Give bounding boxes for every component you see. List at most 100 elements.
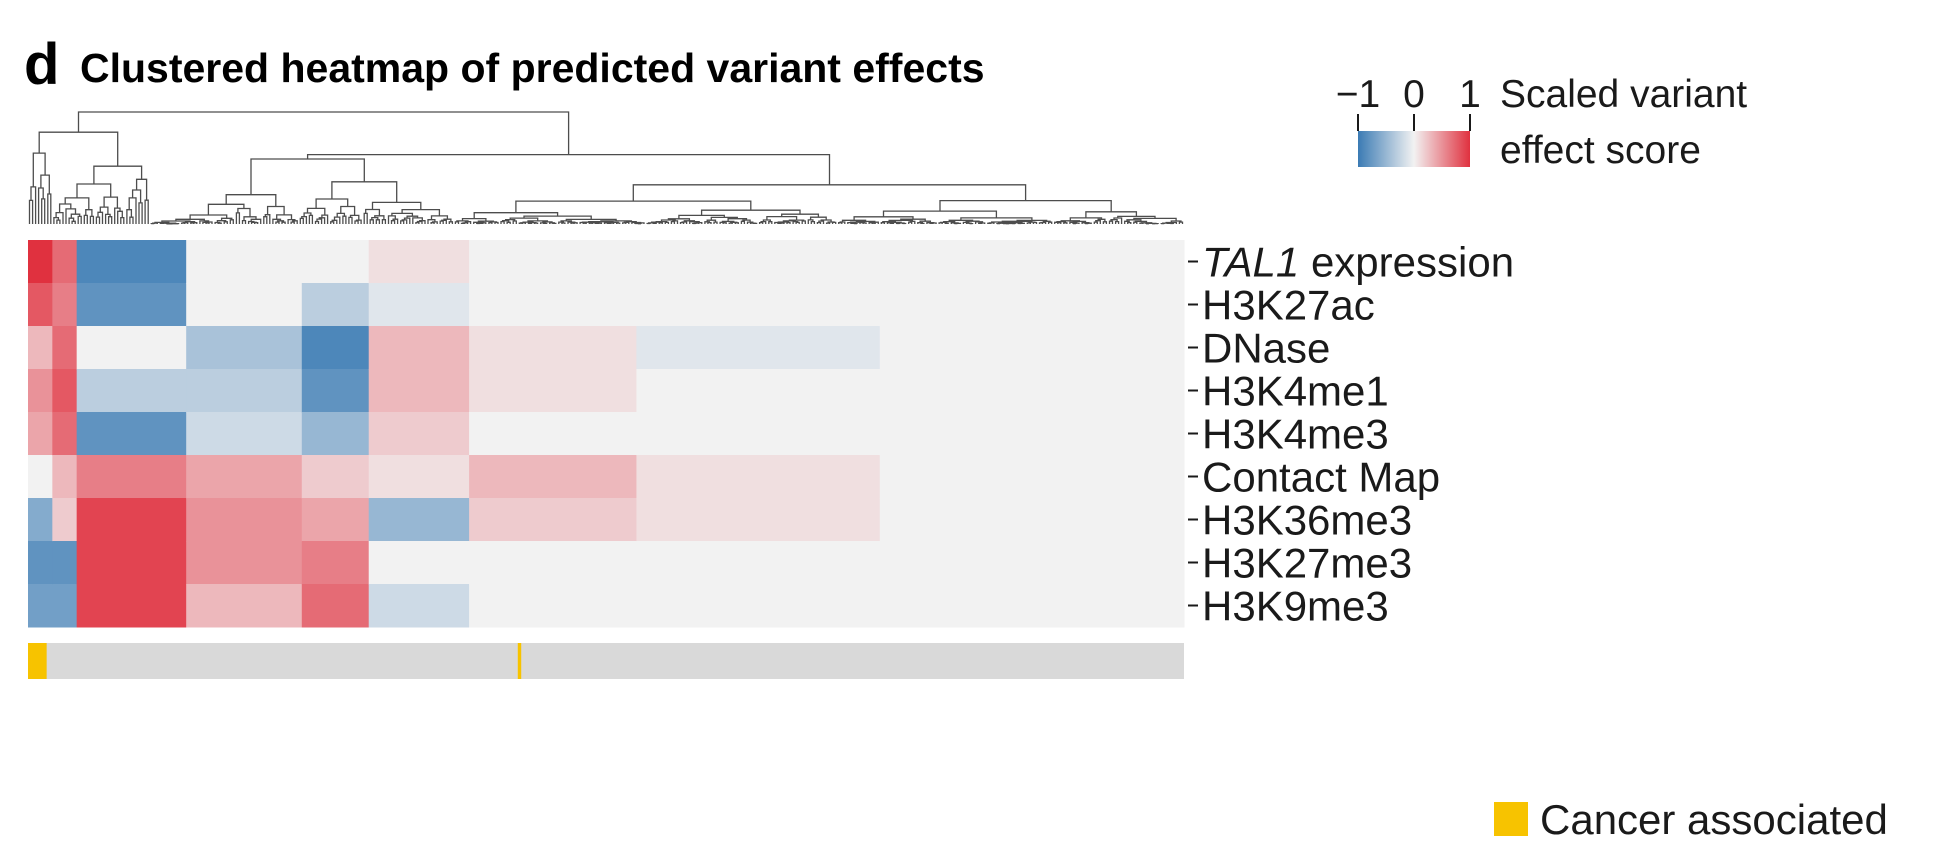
heatmap-cell [186, 498, 303, 542]
heatmap-cell [76, 369, 187, 413]
heatmap-cell [28, 498, 53, 542]
heatmap-cell [52, 498, 78, 542]
annotation-legend: Cancer associated [1494, 796, 1888, 843]
heatmap-cell [879, 283, 1185, 327]
heatmap-cell [28, 240, 53, 284]
row-label: H3K9me3 [1202, 583, 1389, 630]
heatmap-cell [301, 240, 370, 284]
heatmap-cell [469, 541, 637, 585]
heatmap-cell [636, 455, 881, 499]
cancer-associated-swatch [1494, 802, 1528, 836]
heatmap-cell [636, 498, 881, 542]
heatmap-cell [368, 326, 470, 370]
heatmap-cell [301, 283, 370, 327]
colorbar-tick-label: −1 [1336, 73, 1380, 116]
row-label: H3K27ac [1202, 282, 1375, 329]
heatmap-cell [76, 283, 187, 327]
heatmap-cell [368, 283, 470, 327]
annotation-cell [517, 643, 522, 679]
row-label: H3K36me3 [1202, 497, 1412, 544]
heatmap-cell [368, 240, 470, 284]
annotation-cell [31, 643, 35, 679]
heatmap-cell [76, 326, 187, 370]
heatmap-cell [469, 326, 637, 370]
heatmap-cell [368, 541, 470, 585]
heatmap-cell [186, 240, 303, 284]
colorbar: −1 0 1 Scaled variant effect score [1336, 73, 1748, 172]
heatmap-cell [52, 584, 78, 628]
heatmap-cell [28, 326, 53, 370]
colorbar-label: effect score [1500, 129, 1701, 172]
heatmap-cell [186, 541, 303, 585]
row-label: Contact Map [1202, 454, 1440, 501]
heatmap-cell [879, 326, 1185, 370]
dendrogram [28, 111, 1184, 225]
colorbar-tick-label: 1 [1459, 73, 1481, 116]
heatmap-cell [368, 412, 470, 456]
heatmap-cell [879, 498, 1185, 542]
heatmap-cell [76, 455, 187, 499]
heatmap-cell [879, 240, 1185, 284]
heatmap-cell [52, 412, 78, 456]
heatmap-cell [52, 326, 78, 370]
heatmap-cell [636, 326, 881, 370]
heatmap-cell [186, 283, 303, 327]
heatmap-cell [469, 283, 637, 327]
heatmap-cell [76, 498, 187, 542]
heatmap-cell [368, 455, 470, 499]
heatmap-cell [301, 584, 370, 628]
heatmap-cell [368, 369, 470, 413]
heatmap-cell [469, 498, 637, 542]
heatmap-cell [469, 412, 637, 456]
row-label: H3K27me3 [1202, 540, 1412, 587]
heatmap-cell [76, 584, 187, 628]
heatmap-cell [368, 498, 470, 542]
heatmap-cell [301, 326, 370, 370]
heatmap-cell [879, 541, 1185, 585]
heatmap-cell [52, 455, 78, 499]
row-label: TAL1 expression [1202, 239, 1514, 286]
heatmap-cell [186, 326, 303, 370]
heatmap-cell [469, 240, 637, 284]
heatmap-grid [28, 240, 1185, 628]
heatmap-cell [186, 455, 303, 499]
heatmap-cell [28, 455, 53, 499]
colorbar-tick-label: 0 [1403, 73, 1425, 116]
heatmap-cell [469, 584, 637, 628]
heatmap-cell [76, 412, 187, 456]
heatmap-cell [636, 369, 881, 413]
heatmap-cell [28, 584, 53, 628]
annotation-cell [34, 643, 38, 679]
heatmap-cell [469, 369, 637, 413]
heatmap-cell [469, 455, 637, 499]
heatmap-cell [636, 412, 881, 456]
heatmap-cell [186, 584, 303, 628]
heatmap-cell [879, 412, 1185, 456]
heatmap-cell [636, 240, 881, 284]
heatmap-cell [636, 584, 881, 628]
heatmap-cell [76, 240, 187, 284]
chart-title: Clustered heatmap of predicted variant e… [80, 45, 985, 91]
heatmap-cell [636, 541, 881, 585]
heatmap-cell [368, 584, 470, 628]
row-label: H3K4me3 [1202, 411, 1389, 458]
cancer-annotation-row [28, 643, 1184, 679]
annotation-cell [28, 643, 32, 679]
heatmap-cell [879, 455, 1185, 499]
heatmap-cell [52, 541, 78, 585]
heatmap-cell [52, 240, 78, 284]
heatmap-cell [52, 283, 78, 327]
row-label: DNase [1202, 325, 1330, 372]
heatmap-cell [76, 541, 187, 585]
heatmap-cell [301, 412, 370, 456]
heatmap-cell [301, 541, 370, 585]
heatmap-cell [301, 498, 370, 542]
dendrogram-branches [28, 111, 1184, 225]
annotation-cell [40, 643, 44, 679]
heatmap-cell [186, 369, 303, 413]
colorbar-label: Scaled variant [1500, 73, 1747, 116]
row-label: H3K4me1 [1202, 368, 1389, 415]
heatmap-cell [28, 283, 53, 327]
annotation-legend-label: Cancer associated [1540, 796, 1888, 843]
